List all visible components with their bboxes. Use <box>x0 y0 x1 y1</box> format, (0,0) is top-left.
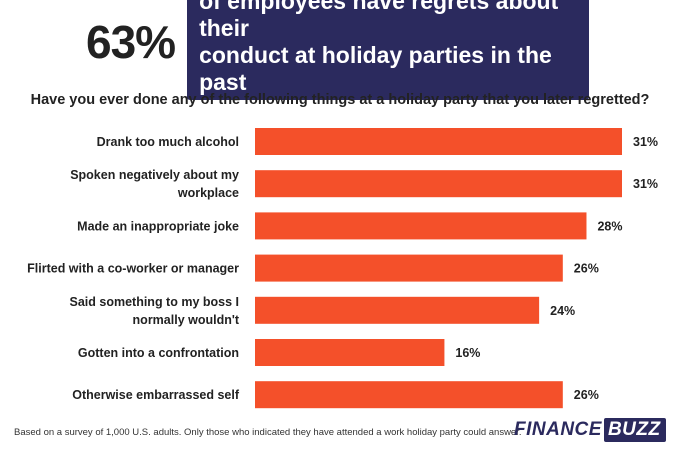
bar-3 <box>255 254 563 282</box>
category-label-4-line-0: Said something to my boss I <box>70 295 239 309</box>
value-label-4: 24% <box>550 304 575 318</box>
category-label-5-line-0: Gotten into a confrontation <box>78 346 239 360</box>
headline-text-line1: of employees have regrets about their <box>199 0 559 41</box>
chart-title: Have you ever done any of the following … <box>30 92 650 108</box>
logo-buzz-text: BUZZ <box>603 418 666 442</box>
category-label-2-line-0: Made an inappropriate joke <box>77 219 239 233</box>
bar-6 <box>255 381 563 409</box>
category-label-6-line-0: Otherwise embarrassed self <box>72 388 240 402</box>
bar-0 <box>255 128 622 155</box>
footnote: Based on a survey of 1,000 U.S. adults. … <box>14 427 522 438</box>
category-label-4-line-1: normally wouldn't <box>133 313 240 327</box>
bar-5 <box>255 339 445 366</box>
value-label-1: 31% <box>633 177 658 191</box>
value-label-5: 16% <box>455 346 480 360</box>
logo-finance-text: FINANCE <box>514 419 602 440</box>
category-label-0-line-0: Drank too much alcohol <box>97 135 239 149</box>
headline-text-line2: conduct at holiday parties in the past <box>199 42 552 95</box>
headline-stat: 63% <box>86 16 176 68</box>
category-label-1-line-0: Spoken negatively about my <box>70 168 239 182</box>
value-label-6: 26% <box>574 388 599 402</box>
value-label-0: 31% <box>633 135 658 149</box>
category-label-1-line-1: workplace <box>177 186 239 200</box>
value-label-3: 26% <box>574 262 599 276</box>
bar-4 <box>255 296 540 324</box>
bar-1 <box>255 170 622 198</box>
value-label-2: 28% <box>597 219 622 233</box>
headline-banner: of employees have regrets about their co… <box>187 0 590 100</box>
bar-2 <box>255 212 587 240</box>
category-label-3-line-0: Flirted with a co-worker or manager <box>27 262 239 276</box>
headline: 63% of employees have regrets about thei… <box>86 0 590 100</box>
financebuzz-logo: FINANCE BUZZ <box>514 418 666 442</box>
